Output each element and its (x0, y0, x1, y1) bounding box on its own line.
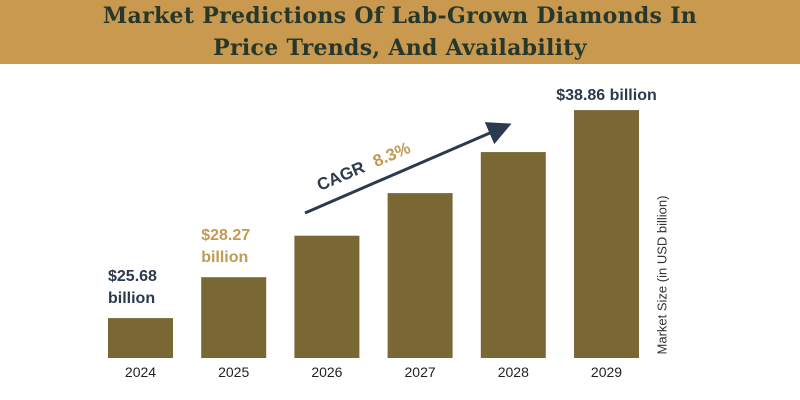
data-label: billion (201, 249, 248, 266)
x-tick-label: 2028 (498, 364, 529, 380)
bar-2027 (387, 193, 453, 358)
x-tick-label: 2029 (591, 364, 622, 380)
x-tick-label: 2024 (125, 364, 156, 380)
bar-2025 (201, 277, 267, 358)
data-label: billion (108, 290, 155, 307)
growth-arrow (304, 122, 512, 215)
title-banner: Market Predictions Of Lab-Grown Diamonds… (0, 0, 800, 64)
cagr-value: 8.3% (370, 138, 413, 171)
bar-2028 (480, 152, 546, 358)
bar-2026 (294, 235, 360, 358)
x-tick-label: 2027 (405, 364, 436, 380)
chart-title-line-2: Price Trends, And Availability (213, 35, 587, 61)
bar-2024 (108, 318, 173, 358)
y-axis-label: Market Size (in USD billion) (654, 195, 670, 355)
data-label: $25.68 (108, 268, 157, 285)
x-tick-label: 2025 (218, 364, 249, 380)
chart-title-line-1: Market Predictions Of Lab-Grown Diamonds… (102, 3, 698, 29)
x-tick-label: 2026 (311, 364, 342, 380)
bar-2029 (574, 110, 639, 359)
data-label: $28.27 (201, 227, 250, 244)
data-label: $38.86 billion (556, 87, 656, 104)
